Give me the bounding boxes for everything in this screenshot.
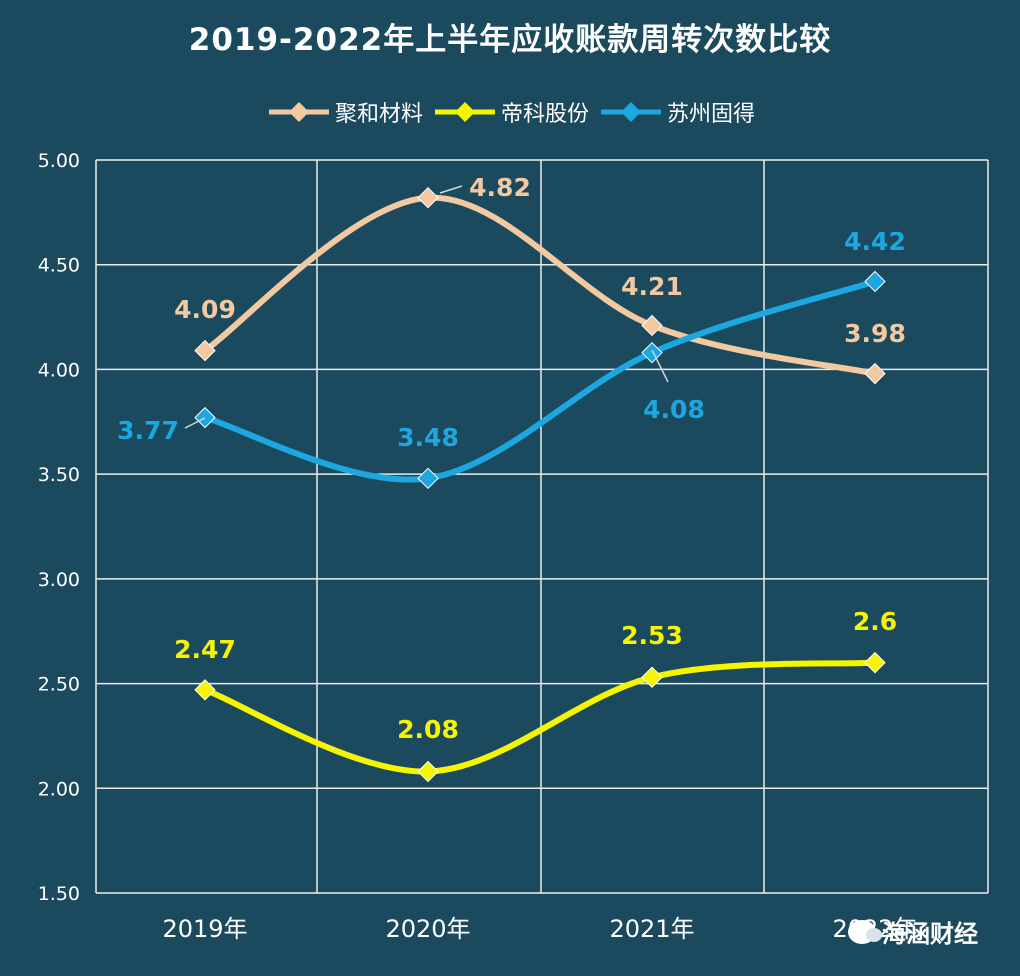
data-point: [194, 339, 216, 362]
legend-swatch-0: [268, 102, 329, 122]
wechat-icon: [848, 919, 882, 944]
y-tick-label: 4.00: [38, 359, 80, 381]
data-label: 2.47: [174, 635, 236, 664]
legend: 聚和材料 帝科股份 苏州固得: [0, 96, 1020, 128]
watermark-text: 海涵财经: [882, 920, 978, 948]
series-line: [202, 659, 878, 775]
y-tick-label: 5.00: [38, 150, 80, 172]
data-point: [864, 362, 886, 385]
legend-item-2: 苏州固得: [597, 96, 755, 128]
legend-item-1: 帝科股份: [431, 96, 589, 128]
data-label: 4.82: [469, 173, 531, 202]
y-tick-label: 2.00: [38, 778, 80, 800]
leader-line: [184, 417, 206, 429]
legend-label: 苏州固得: [667, 102, 756, 127]
chart-title: 2019-2022年上半年应收账款周转次数比较: [188, 22, 832, 58]
x-tick-label: 2020年: [385, 915, 470, 943]
series-line: [202, 278, 878, 483]
data-point: [194, 679, 216, 701]
data-label: 2.53: [621, 621, 683, 650]
data-label: 3.98: [844, 319, 906, 348]
data-label: 3.77: [117, 416, 179, 445]
y-tick-label: 2.50: [38, 674, 80, 696]
data-point: [641, 341, 663, 364]
data-label: 4.08: [643, 395, 705, 424]
data-point: [864, 651, 886, 674]
data-label: 3.48: [397, 423, 459, 452]
data-label: 4.42: [844, 227, 906, 256]
data-point: [641, 314, 663, 337]
y-tick-label: 4.50: [38, 255, 80, 277]
data-label: 4.21: [621, 272, 683, 301]
data-point: [417, 760, 439, 783]
x-tick-label: 2019年: [162, 915, 247, 943]
data-label: 2.08: [397, 715, 459, 744]
data-label: 4.09: [174, 295, 236, 324]
legend-label: 帝科股份: [500, 102, 589, 127]
legend-swatch-1: [434, 102, 495, 122]
series-line: [202, 194, 878, 377]
y-tick-label: 3.00: [38, 569, 80, 591]
data-point: [864, 270, 886, 293]
data-label: 2.6: [853, 607, 897, 636]
data-point: [641, 666, 663, 688]
y-tick-label: 3.50: [38, 464, 80, 486]
legend-swatch-2: [601, 102, 661, 122]
data-point: [194, 406, 216, 429]
legend-label: 聚和材料: [334, 102, 423, 127]
x-tick-label: 2021年: [609, 915, 694, 943]
watermark: 海涵财经: [848, 914, 978, 949]
data-point: [417, 186, 439, 209]
leader-line: [651, 349, 669, 383]
y-tick-label: 1.50: [38, 883, 80, 905]
leader-line: [439, 185, 463, 194]
legend-item-0: 聚和材料: [265, 96, 423, 128]
data-point: [417, 467, 439, 490]
